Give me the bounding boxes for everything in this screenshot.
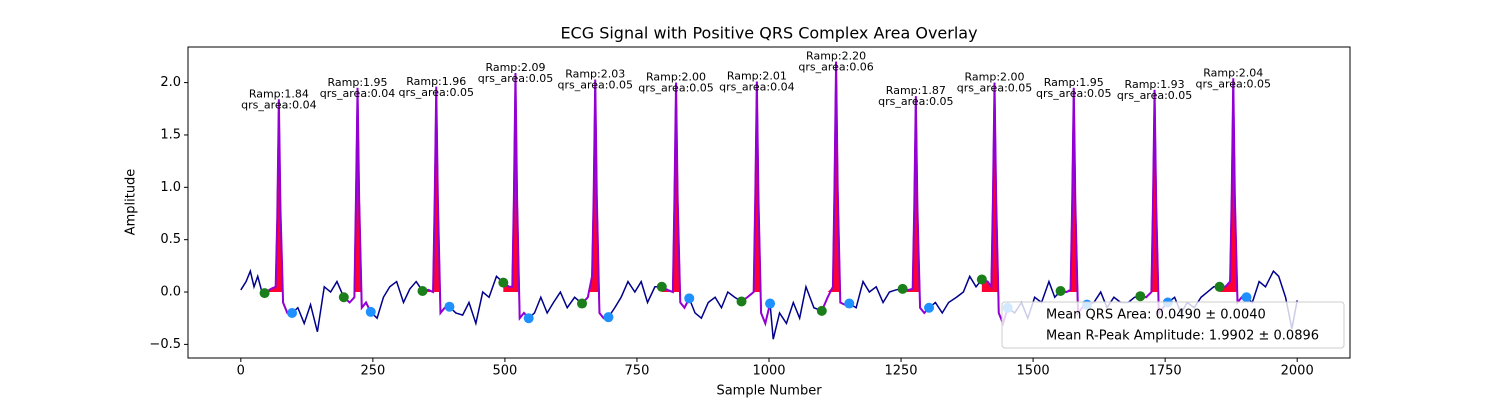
qrs-area — [1060, 87, 1087, 293]
annotation: qrs_area:0.05 — [638, 82, 713, 95]
annotation: Ramp:2.00 — [646, 71, 706, 84]
annotation: Ramp:1.96 — [406, 75, 466, 88]
annotation: qrs_area:0.05 — [1117, 89, 1192, 102]
qrs-area — [343, 87, 371, 293]
x-tick-label: 250 — [360, 364, 385, 379]
qrs-onset — [816, 305, 827, 316]
qrs-offset — [765, 298, 776, 309]
qrs-area — [1219, 78, 1247, 293]
x-tick-label: 1000 — [752, 364, 785, 379]
qrs-line — [422, 86, 450, 316]
qrs-area — [422, 86, 450, 293]
annotation: Ramp:2.03 — [565, 67, 625, 80]
qrs-offset — [365, 306, 376, 317]
annotation: qrs_area:0.05 — [1196, 77, 1271, 90]
qrs-offset — [924, 302, 935, 313]
x-tick-label: 2000 — [1281, 364, 1314, 379]
qrs-area — [582, 79, 609, 293]
qrs-area — [981, 82, 1008, 293]
y-tick-label: 2.0 — [160, 75, 181, 90]
qrs-onset — [897, 283, 908, 294]
qrs-line — [820, 61, 850, 312]
qrs-onset — [1135, 291, 1146, 302]
annotation: Ramp:2.20 — [806, 50, 866, 63]
annotation: qrs_area:0.05 — [478, 72, 553, 85]
qrs-offset — [523, 313, 534, 324]
qrs-line — [661, 82, 691, 310]
qrs-line — [264, 99, 293, 314]
annotation: qrs_area:0.05 — [399, 86, 474, 99]
annotation: qrs_area:0.05 — [557, 78, 632, 91]
qrs-offset — [684, 293, 695, 304]
qrs-offset — [1241, 292, 1252, 303]
x-tick-label: 0 — [237, 364, 245, 379]
annotation: qrs_area:0.04 — [320, 87, 395, 100]
qrs-onset — [1214, 281, 1225, 292]
annotation: qrs_area:0.06 — [798, 61, 873, 74]
qrs-offset — [603, 312, 614, 323]
annotation: Ramp:1.95 — [1044, 76, 1104, 89]
qrs-onset — [338, 292, 349, 303]
y-tick-label: 1.5 — [160, 127, 181, 142]
qrs-line — [740, 81, 772, 327]
y-tick-label: 0.5 — [160, 232, 181, 247]
qrs-onset — [656, 281, 667, 292]
qrs-line — [502, 73, 530, 321]
legend-text: Mean QRS Area: 0.0490 ± 0.0040 — [1046, 308, 1266, 323]
qrs-offset — [444, 301, 455, 312]
x-tick-label: 1250 — [884, 364, 917, 379]
annotation: Ramp:1.95 — [328, 76, 388, 89]
annotation: qrs_area:0.04 — [719, 81, 794, 94]
annotation: Ramp:1.93 — [1125, 78, 1185, 91]
qrs-line — [902, 96, 930, 315]
qrs-offset — [844, 298, 855, 309]
annotation: Ramp:2.04 — [1203, 66, 1263, 79]
annotation: qrs_area:0.05 — [1036, 87, 1111, 100]
qrs-onset — [1055, 285, 1066, 296]
x-tick-label: 750 — [625, 364, 650, 379]
qrs-onset — [976, 274, 987, 285]
annotation: qrs_area:0.05 — [878, 95, 953, 108]
annotation: Ramp:2.01 — [727, 70, 787, 83]
legend-text: Mean R-Peak Amplitude: 1.9902 ± 0.0896 — [1046, 329, 1319, 344]
y-tick-label: 0.0 — [160, 285, 181, 300]
qrs-onset — [417, 285, 428, 296]
qrs-offset — [287, 307, 298, 318]
annotation: qrs_area:0.04 — [241, 98, 316, 111]
qrs-line — [1219, 78, 1247, 306]
x-axis-label: Sample Number — [716, 384, 822, 399]
x-tick-label: 1750 — [1149, 364, 1182, 379]
annotation: Ramp:1.87 — [886, 84, 946, 97]
qrs-area — [902, 96, 930, 293]
annotation: Ramp:2.00 — [965, 71, 1025, 84]
qrs-line — [343, 87, 372, 313]
qrs-line — [581, 79, 609, 320]
legend-box — [1001, 301, 1345, 349]
annotation: Ramp:1.84 — [249, 87, 309, 100]
annotation: qrs_area:0.05 — [957, 82, 1032, 95]
chart-title: ECG Signal with Positive QRS Complex Are… — [560, 24, 977, 43]
qrs-onset — [577, 298, 588, 309]
annotation: Ramp:2.09 — [485, 61, 545, 74]
y-tick-label: 1.0 — [160, 180, 181, 195]
qrs-onset — [736, 296, 747, 307]
y-tick-label: −0.5 — [149, 337, 181, 352]
x-tick-label: 500 — [492, 364, 517, 379]
qrs-onset — [498, 277, 509, 288]
qrs-onset — [259, 288, 270, 299]
y-axis-label: Amplitude — [124, 169, 139, 236]
x-tick-label: 1500 — [1017, 364, 1050, 379]
